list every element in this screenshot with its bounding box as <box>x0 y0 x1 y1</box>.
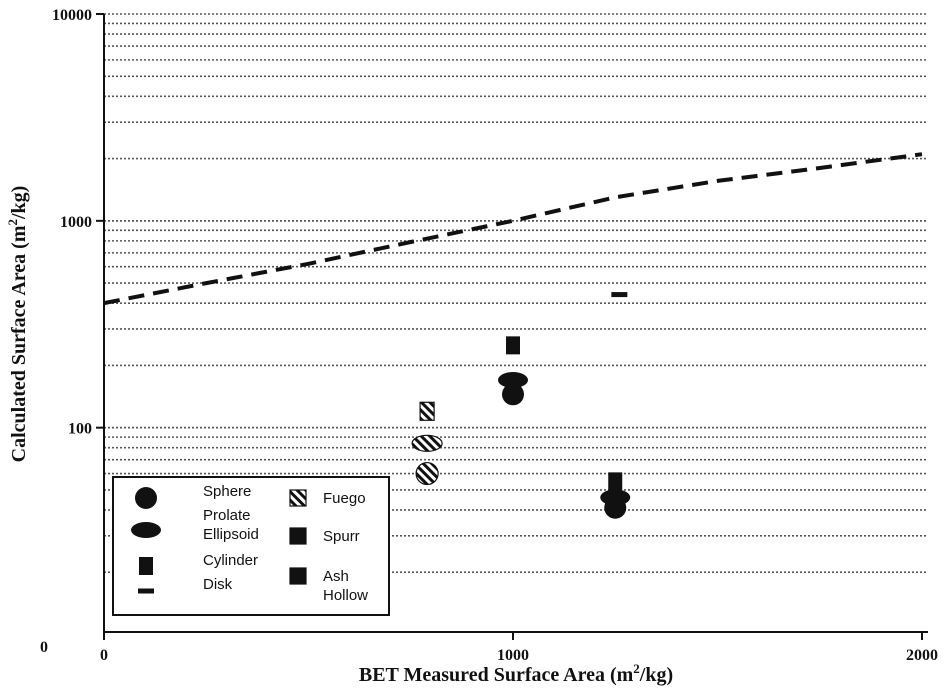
point-spurr-cylinder <box>506 336 520 355</box>
y-tick-label: 100 <box>68 421 92 438</box>
legend-label: Prolate <box>203 507 251 524</box>
reference-dashed-line <box>103 152 923 306</box>
legend-label: Ellipsoid <box>203 526 259 543</box>
legend-swatch-fuego <box>289 489 307 507</box>
legend: Sphere Prolate Ellipsoid Cylinder Disk Fuego S… <box>112 476 390 616</box>
legend-label: Sphere <box>203 483 251 500</box>
legend-label: Ash <box>323 568 349 585</box>
origin-label: 0 <box>40 639 48 656</box>
legend-swatch-ash-hollow <box>289 567 307 585</box>
legend-label: Fuego <box>323 490 366 507</box>
gridlines <box>104 13 928 574</box>
legend-marker-cylinder <box>139 557 153 575</box>
y-tick-label: 10000 <box>52 7 92 24</box>
x-tick-label: 1000 <box>497 647 529 664</box>
legend-label: Spurr <box>323 528 360 545</box>
legend-swatch-spurr <box>289 527 307 545</box>
x-axis-title: BET Measured Surface Area (m2/kg) <box>359 661 673 686</box>
point-fuego-cylinder <box>419 401 435 421</box>
legend-label: Hollow <box>323 587 368 604</box>
legend-marker-disk <box>138 588 154 594</box>
y-tick-label: 1000 <box>60 214 92 231</box>
legend-label: Cylinder <box>203 552 258 569</box>
point-ash-hollow-cylinder <box>608 472 623 491</box>
point-spurr-sphere <box>502 383 524 406</box>
legend-label: Disk <box>203 576 233 593</box>
tick-labels: 100 1000 10000 0 1000 2000 0 <box>40 7 938 664</box>
point-spurr-prolate-ellipsoid <box>498 372 528 389</box>
legend-box <box>112 476 390 616</box>
x-tick-label: 0 <box>100 647 108 664</box>
legend-marker-sphere <box>135 487 157 509</box>
point-ash-hollow-sphere <box>604 496 627 519</box>
point-fuego-prolate-ellipsoid <box>411 434 443 452</box>
point-ash-hollow-disk <box>611 292 628 298</box>
x-tick-label: 2000 <box>906 647 938 664</box>
y-axis-title: Calculated Surface Area (m2/kg) <box>5 186 30 463</box>
point-fuego-sphere <box>415 461 439 486</box>
data-points <box>411 292 631 519</box>
legend-marker-prolate-ellipsoid <box>131 522 161 538</box>
